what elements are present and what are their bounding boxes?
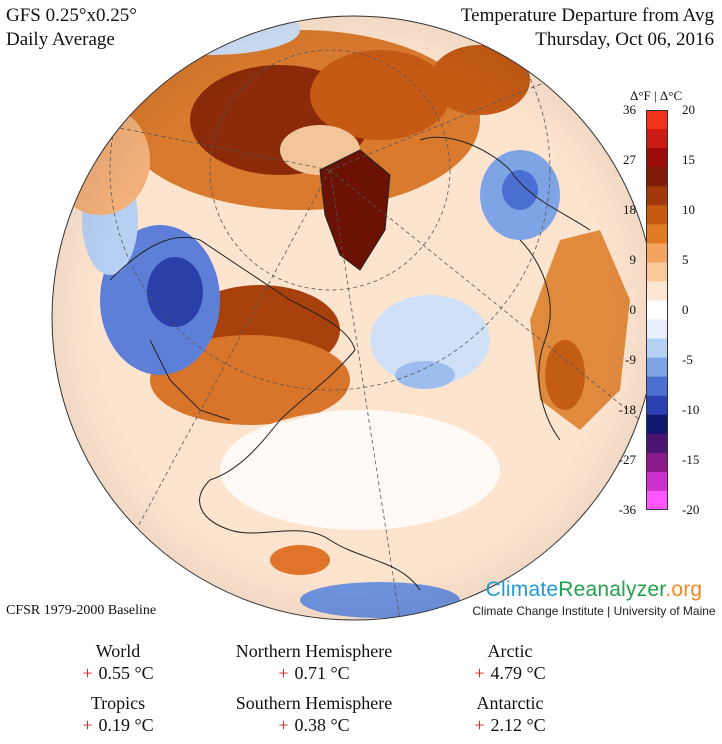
scale-swatch xyxy=(646,262,668,283)
logo-part-reanalyzer: Reanalyzer xyxy=(558,578,666,601)
header-right: Temperature Departure from Avg Thursday,… xyxy=(461,4,714,52)
scale-tick-fahrenheit: 9 xyxy=(629,252,637,267)
scale-swatch xyxy=(646,110,668,130)
stat-southern-hemisphere: Southern Hemisphere +0.38 °C xyxy=(204,692,424,736)
model-label: GFS 0.25°x0.25° xyxy=(6,5,137,26)
stat-arctic: Arctic +4.79 °C xyxy=(400,640,620,684)
date-label: Thursday, Oct 06, 2016 xyxy=(535,29,714,50)
scale-tick-celsius: 5 xyxy=(682,252,689,267)
stat-sign: + xyxy=(278,715,289,735)
scale-header: Δ°F | Δ°C xyxy=(630,88,683,103)
logo-part-climate: Climate xyxy=(485,578,559,601)
stat-northern-hemisphere: Northern Hemisphere +0.71 °C xyxy=(204,640,424,684)
period-label: Daily Average xyxy=(6,29,115,50)
logo-part-org: .org xyxy=(665,578,703,601)
scale-tick-celsius: 0 xyxy=(682,302,689,317)
scale-swatch xyxy=(646,281,668,302)
stat-sign: + xyxy=(474,663,485,683)
stat-value: 0.55 °C xyxy=(98,663,154,683)
scale-tick-celsius: 20 xyxy=(682,102,695,117)
stat-sign: + xyxy=(278,663,289,683)
scale-border xyxy=(646,110,668,510)
stat-region: Antarctic xyxy=(476,693,544,713)
scale-swatch xyxy=(646,471,668,492)
stat-value: 2.12 °C xyxy=(490,715,546,735)
scale-tick-fahrenheit: -9 xyxy=(625,352,636,367)
color-scale-bar xyxy=(646,110,668,510)
scale-swatch xyxy=(646,148,668,168)
scale-swatch xyxy=(646,338,668,359)
scale-swatch xyxy=(646,452,668,473)
scale-tick-celsius: -10 xyxy=(682,402,700,417)
scale-swatch xyxy=(646,490,668,510)
baseline-label: CFSR 1979-2000 Baseline xyxy=(6,603,157,618)
scale-tick-fahrenheit: 27 xyxy=(623,152,636,167)
scale-swatch xyxy=(646,376,668,397)
scale-swatch xyxy=(646,357,668,378)
scale-swatch xyxy=(646,319,668,340)
stat-value: 0.38 °C xyxy=(294,715,350,735)
scale-swatch xyxy=(646,167,668,187)
stat-region: Northern Hemisphere xyxy=(235,641,393,661)
stat-region: Southern Hemisphere xyxy=(235,693,393,713)
stat-sign: + xyxy=(82,663,93,683)
stat-value: 4.79 °C xyxy=(490,663,546,683)
scale-swatch xyxy=(646,129,668,149)
stat-region: Tropics xyxy=(90,693,146,713)
scale-swatch xyxy=(646,414,668,435)
stat-tropics: Tropics +0.19 °C xyxy=(8,692,228,736)
stat-antarctic: Antarctic +2.12 °C xyxy=(400,692,620,736)
scale-tick-celsius: -5 xyxy=(682,352,693,367)
product-title: Temperature Departure from Avg xyxy=(460,5,714,26)
scale-swatch xyxy=(646,205,668,225)
stat-region: World xyxy=(95,641,141,661)
stat-sign: + xyxy=(474,715,485,735)
stat-sign: + xyxy=(82,715,93,735)
scale-swatch xyxy=(646,395,668,416)
scale-tick-fahrenheit: -18 xyxy=(618,402,636,417)
scale-tick-celsius: 15 xyxy=(682,152,695,167)
institution-label: Climate Change Institute | University of… xyxy=(472,604,716,618)
scale-swatch xyxy=(646,243,668,263)
scale-swatch xyxy=(646,433,668,454)
stat-value: 0.19 °C xyxy=(98,715,154,735)
region-stats: World +0.55 °C Northern Hemisphere +0.71… xyxy=(0,636,722,744)
stat-region: Arctic xyxy=(487,641,533,661)
stat-value: 0.71 °C xyxy=(294,663,350,683)
scale-tick-celsius: 10 xyxy=(682,202,695,217)
stat-world: World +0.55 °C xyxy=(8,640,228,684)
scale-tick-fahrenheit: -36 xyxy=(618,502,636,517)
scale-tick-fahrenheit: 36 xyxy=(623,102,636,117)
scale-tick-celsius: -20 xyxy=(682,502,700,517)
scale-tick-fahrenheit: 18 xyxy=(623,202,636,217)
scale-tick-fahrenheit: -27 xyxy=(618,452,636,467)
climate-reanalyzer-logo: ClimateReanalyzer.org Climate Change Ins… xyxy=(470,578,718,618)
header-left: GFS 0.25°x0.25° Daily Average xyxy=(6,4,137,52)
scale-swatch xyxy=(646,300,668,321)
scale-tick-celsius: -15 xyxy=(682,452,700,467)
scale-tick-fahrenheit: 0 xyxy=(629,302,637,317)
scale-swatch xyxy=(646,224,668,244)
scale-swatch xyxy=(646,186,668,206)
